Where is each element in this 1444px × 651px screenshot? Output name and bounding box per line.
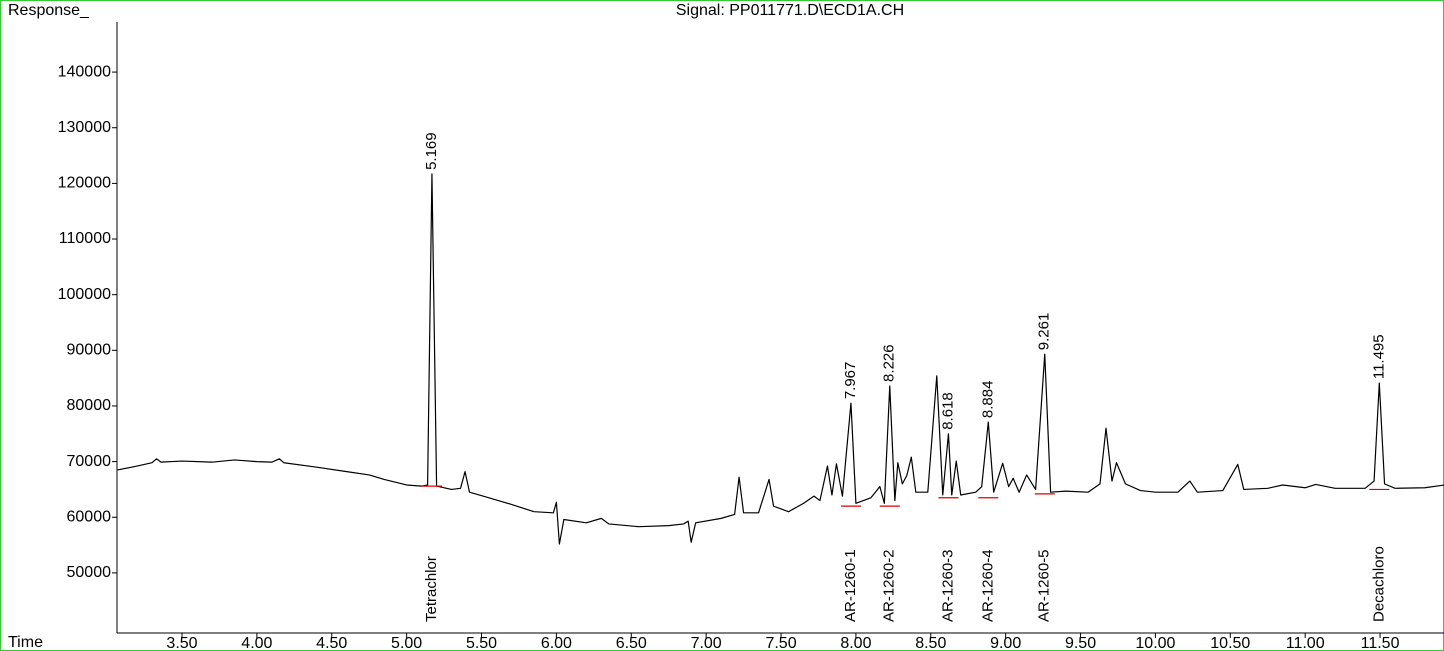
x-tick-label: 10.50 (1210, 635, 1250, 651)
x-tick-label: 7.00 (691, 635, 722, 651)
x-tick-label: 5.50 (466, 635, 497, 651)
compound-label: AR-1260-1 (842, 549, 859, 622)
y-tick-label: 120000 (58, 175, 111, 192)
compound-label: AR-1260-5 (1036, 549, 1053, 622)
x-tick-label: 3.50 (166, 635, 197, 651)
x-tick-label: 6.50 (616, 635, 647, 651)
y-tick-label: 60000 (67, 508, 112, 525)
peak-rt-label: 8.226 (881, 344, 898, 382)
compound-label: AR-1260-2 (881, 549, 898, 622)
y-tick-label: 50000 (67, 564, 112, 581)
y-tick-label: 110000 (59, 230, 111, 247)
peak-rt-label: 8.618 (939, 392, 956, 430)
y-axis-label: Response_ (8, 2, 90, 19)
compound-label: AR-1260-3 (939, 549, 956, 622)
signal-trace (117, 173, 1444, 545)
compound-label: Decachloro (1370, 546, 1387, 622)
y-tick-label: 130000 (58, 119, 111, 136)
x-tick-label: 9.50 (1065, 635, 1096, 651)
x-tick-label: 8.50 (915, 635, 946, 651)
peak-rt-label: 5.169 (423, 132, 440, 170)
compound-label: AR-1260-4 (979, 549, 996, 622)
x-tick-label: 11.50 (1361, 635, 1400, 651)
peak-rt-label: 7.967 (842, 362, 859, 400)
y-tick-label: 140000 (58, 63, 111, 80)
x-axis-label: Time (8, 634, 43, 651)
x-tick-label: 4.00 (241, 635, 272, 651)
x-tick-label: 7.50 (765, 635, 796, 651)
x-tick-label: 9.00 (990, 635, 1021, 651)
x-tick-label: 4.50 (316, 635, 347, 651)
x-tick-label: 6.00 (541, 635, 572, 651)
x-tick-label: 11.00 (1286, 635, 1325, 651)
y-tick-label: 100000 (58, 286, 111, 303)
y-tick-label: 70000 (67, 453, 112, 470)
x-tick-label: 5.00 (391, 635, 422, 651)
y-tick-label: 80000 (67, 397, 112, 414)
peak-rt-label: 8.884 (979, 381, 996, 419)
peak-rt-label: 9.261 (1036, 313, 1053, 351)
chart-title: Signal: PP011771.D\ECD1A.CH (676, 2, 904, 19)
x-tick-label: 10.00 (1135, 635, 1175, 651)
compound-label: Tetrachlor (423, 556, 440, 622)
y-tick-label: 90000 (67, 342, 112, 359)
peak-rt-label: 11.495 (1370, 334, 1387, 379)
x-tick-label: 8.00 (840, 635, 871, 651)
